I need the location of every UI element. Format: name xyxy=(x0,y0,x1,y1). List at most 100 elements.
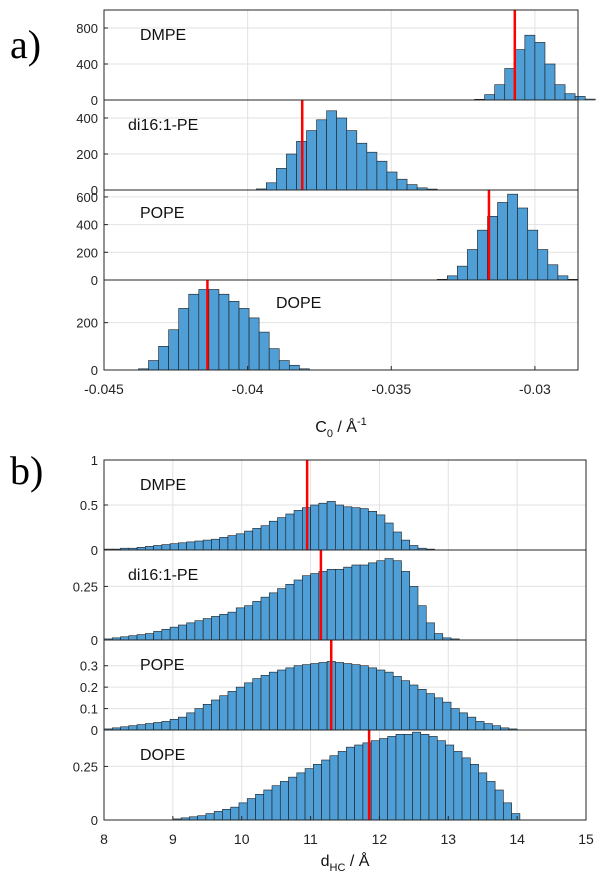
histogram-bar xyxy=(453,751,463,821)
series-label: POPE xyxy=(140,657,184,674)
histogram-bar xyxy=(235,533,245,551)
histogram-bar xyxy=(168,329,179,371)
histogram-bar xyxy=(208,289,220,371)
histogram-bar xyxy=(396,178,408,191)
histogram-bar xyxy=(467,249,478,281)
histogram-bar xyxy=(470,763,479,821)
histogram-bar xyxy=(230,806,240,821)
histogram-bar xyxy=(169,626,179,641)
y-tick-label: 0 xyxy=(91,813,98,828)
histogram-bar xyxy=(356,142,368,191)
y-tick-label: 400 xyxy=(76,218,98,233)
histogram-bar xyxy=(343,506,353,551)
histogram-bar xyxy=(497,202,508,281)
histogram-bar xyxy=(145,633,154,641)
histogram-bar xyxy=(547,264,559,281)
x-tick-label: 14 xyxy=(509,831,525,847)
histogram-bar xyxy=(420,733,430,821)
histogram-bar xyxy=(564,93,576,101)
histogram-bar xyxy=(457,265,468,281)
histogram-bar xyxy=(503,802,512,821)
histogram-bar xyxy=(368,562,377,641)
x-tick-label: 8 xyxy=(100,831,108,847)
histogram-bar xyxy=(169,543,179,551)
series-label: POPE xyxy=(140,205,184,222)
histogram-bar xyxy=(205,813,215,821)
histogram-bar xyxy=(178,542,187,551)
histogram-bar xyxy=(186,622,196,641)
histogram-bar xyxy=(268,520,278,551)
histogram-bar xyxy=(313,763,322,821)
histogram-bar xyxy=(445,744,455,821)
y-tick-label: 0.5 xyxy=(80,498,98,513)
histogram-bar xyxy=(244,605,254,641)
histogram-bar xyxy=(246,798,256,821)
histogram-bar xyxy=(194,708,204,731)
y-tick-label: 0 xyxy=(91,273,98,288)
histogram-bar xyxy=(244,682,254,731)
histogram-bar xyxy=(409,586,419,641)
histogram-bar xyxy=(492,725,501,731)
histogram-bar xyxy=(268,348,280,371)
histogram-bar xyxy=(450,708,460,731)
axes-box xyxy=(103,279,579,371)
histogram-bar xyxy=(494,84,506,101)
histogram-bar xyxy=(384,558,394,641)
histogram-bar xyxy=(351,564,361,641)
histogram-bar xyxy=(368,510,377,551)
histogram-bar xyxy=(285,667,295,731)
histogram-bar xyxy=(302,575,311,641)
histogram-bar xyxy=(178,716,187,731)
y-tick-label: 0 xyxy=(91,723,98,738)
histogram-bar xyxy=(392,560,402,641)
histogram-bar xyxy=(302,664,311,731)
x-tick-label: 10 xyxy=(234,831,250,847)
histogram-bar xyxy=(409,545,419,551)
x-tick-label: 15 xyxy=(578,831,594,847)
histogram-bar xyxy=(252,678,262,731)
histogram-bar xyxy=(359,665,369,731)
histogram-bar xyxy=(392,676,402,731)
histogram-bar xyxy=(128,725,138,731)
subplot-dope: 0 0.25 DOPE xyxy=(73,729,587,828)
y-tick-label: 800 xyxy=(76,21,98,36)
histogram-bar xyxy=(574,96,586,101)
histogram-bar xyxy=(202,618,212,641)
histogram-bar xyxy=(276,168,287,191)
histogram-bar xyxy=(266,182,277,191)
histogram-bar xyxy=(354,744,364,821)
subplot-pope: 0 200 400 600 POPE xyxy=(76,189,579,288)
histogram-bar xyxy=(346,130,358,191)
histogram-bar xyxy=(376,514,386,551)
histogram-bar xyxy=(486,781,496,821)
histogram-bar xyxy=(326,568,336,641)
histogram-bar xyxy=(326,501,336,551)
histogram-bar xyxy=(425,622,435,641)
histogram-bar xyxy=(417,688,427,731)
histogram-bar xyxy=(169,718,179,731)
histogram-bar xyxy=(306,130,317,191)
subplot-di16-1-pe: 0 0.25 di16:1-PE xyxy=(73,549,587,648)
histogram-bar xyxy=(277,517,287,551)
y-tick-label: 0 xyxy=(91,633,98,648)
histogram-bar xyxy=(544,63,556,101)
histogram-bar xyxy=(222,808,231,821)
histogram-bar xyxy=(178,308,190,371)
histogram-bar xyxy=(244,530,254,551)
histogram-bar xyxy=(395,733,405,821)
histogram-bar xyxy=(343,663,353,731)
histogram-bar xyxy=(278,360,290,371)
histogram-bar xyxy=(260,675,270,731)
x-axis-title: dHC / Å xyxy=(321,851,370,874)
histogram-bar xyxy=(285,513,295,551)
histogram-bar xyxy=(376,560,386,641)
histogram-bar xyxy=(255,793,265,821)
histogram-bar xyxy=(153,545,163,551)
histogram-bar xyxy=(384,522,394,551)
histogram-bar xyxy=(417,605,427,641)
histogram-bar xyxy=(366,151,378,191)
panel-a-letter: a) xyxy=(10,22,41,67)
histogram-bar xyxy=(161,628,171,641)
histogram-bar xyxy=(316,119,327,191)
